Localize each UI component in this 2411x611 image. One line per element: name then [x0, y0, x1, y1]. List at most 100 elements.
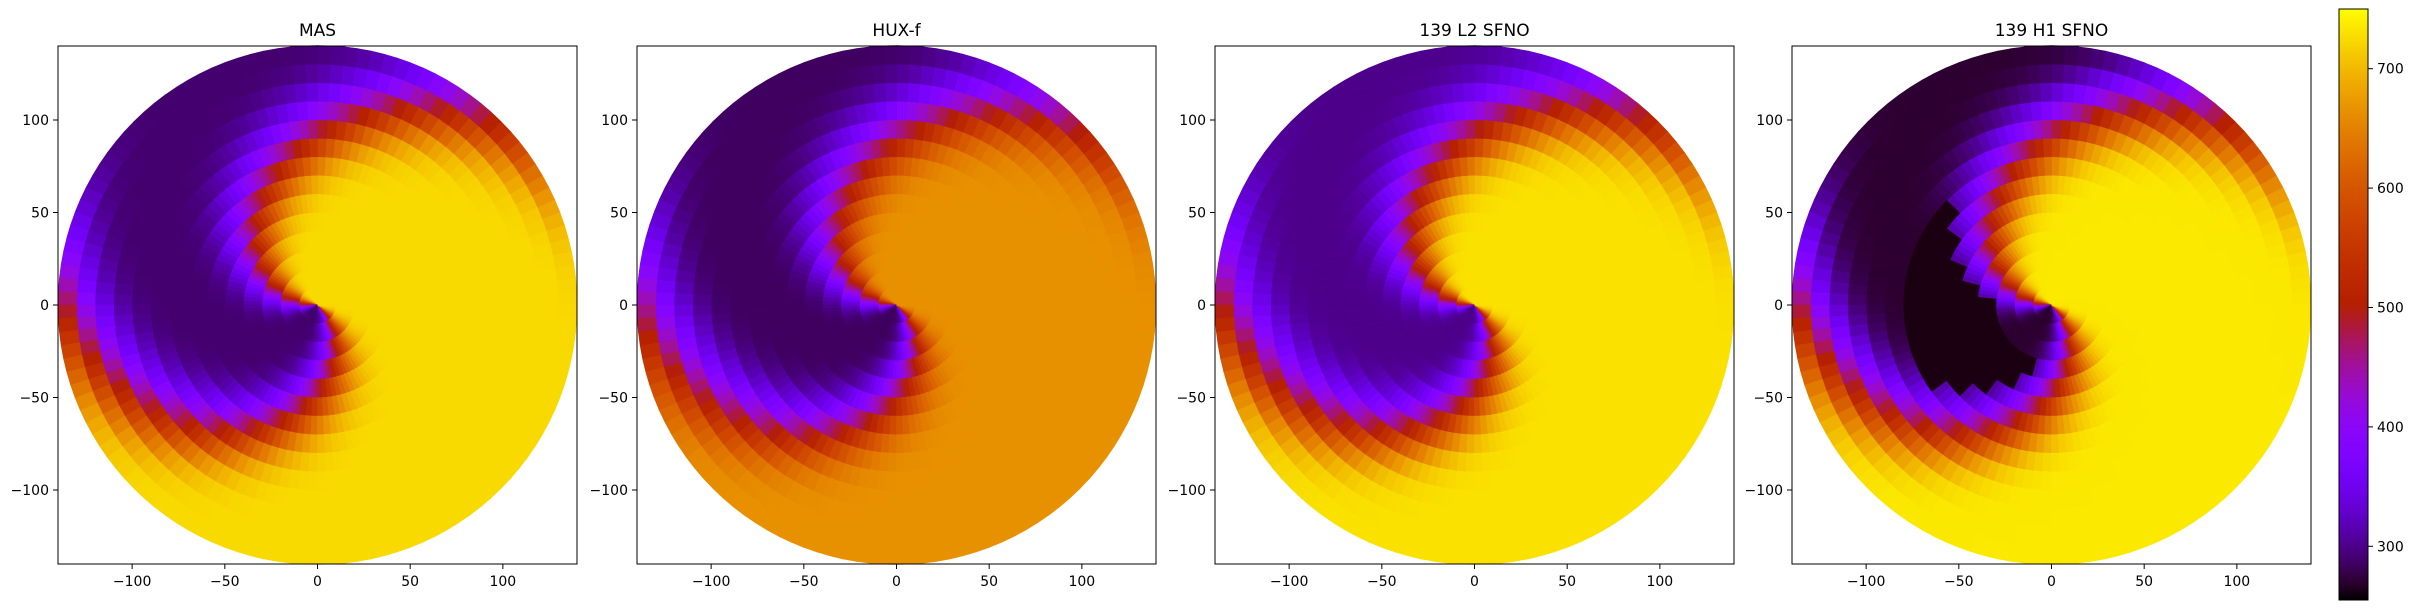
heatmap-cell — [1436, 524, 1452, 545]
heatmap-cell — [896, 526, 910, 547]
heatmap-cell — [243, 300, 263, 306]
panel-title: MAS — [299, 21, 336, 41]
heatmap-cell — [317, 82, 330, 102]
heatmap-cell — [1450, 507, 1465, 528]
heatmap-cell — [131, 294, 152, 306]
heatmap-cell — [1466, 434, 1475, 454]
heatmap-cell — [1214, 291, 1235, 306]
heatmap-cell — [892, 360, 897, 380]
heatmap-cell — [896, 45, 911, 65]
heatmap-cell — [1474, 489, 1486, 510]
heatmap-cell — [1714, 291, 1735, 306]
heatmap-cell — [1325, 296, 1346, 306]
heatmap-cell — [896, 119, 907, 139]
heatmap-cell — [1462, 508, 1475, 528]
heatmap-cell — [1497, 65, 1513, 86]
heatmap-cell — [1462, 82, 1475, 102]
heatmap-cell — [1043, 312, 1064, 323]
heatmap-cell — [279, 524, 295, 545]
heatmap-cell — [317, 452, 327, 473]
heatmap-cell — [1136, 291, 1157, 306]
heatmap-cell — [307, 119, 318, 139]
heatmap-cell — [303, 545, 318, 565]
panel-title: HUX-f — [872, 21, 921, 41]
heatmap-cell — [1135, 317, 1156, 333]
heatmap-cell — [313, 360, 318, 380]
x-tick-label: 0 — [892, 574, 901, 590]
heatmap-cell — [729, 287, 750, 298]
heatmap-cell — [328, 64, 344, 85]
heatmap-cell — [1044, 304, 1064, 315]
y-tick-label: 0 — [40, 298, 49, 314]
heatmap-cell — [1696, 292, 1716, 306]
y-tick-label: 100 — [22, 113, 49, 129]
heatmap-cell — [891, 378, 897, 398]
heatmap-cell — [766, 297, 786, 306]
heatmap-cell — [1474, 63, 1488, 84]
y-tick-label: 50 — [610, 206, 628, 222]
heatmap-cell — [890, 397, 897, 417]
heatmap-cell — [1484, 82, 1499, 103]
heatmap-cell — [1468, 397, 1475, 417]
heatmap-cell — [1025, 296, 1046, 306]
heatmap-cell — [883, 63, 897, 84]
heatmap-cell — [391, 304, 411, 311]
heatmap-cell — [113, 304, 133, 316]
heatmap-cell — [305, 508, 318, 528]
heatmap-cell — [870, 525, 886, 546]
heatmap-cell — [1134, 329, 1155, 346]
heatmap-cell — [1117, 316, 1138, 331]
heatmap-cell — [896, 230, 901, 250]
heatmap-cell — [874, 489, 888, 509]
heatmap-cell — [1234, 266, 1256, 283]
heatmap-disk — [1214, 45, 1735, 565]
heatmap-cell — [536, 327, 558, 344]
heatmap-cell — [883, 526, 897, 547]
heatmap-cell — [501, 314, 522, 327]
heatmap-cell — [317, 212, 323, 232]
heatmap-cell — [113, 294, 133, 306]
heatmap-cell — [317, 63, 331, 84]
heatmap-cell — [306, 489, 318, 510]
heatmap-cell — [674, 281, 695, 295]
heatmap-cell — [896, 63, 910, 84]
heatmap-cell — [882, 545, 897, 565]
heatmap-cell — [919, 65, 935, 86]
heatmap-cell — [878, 452, 890, 472]
heatmap-cell — [1474, 137, 1484, 158]
heatmap-cell — [340, 65, 356, 86]
heatmap-cell — [57, 291, 78, 306]
y-tick-label: 50 — [31, 206, 49, 222]
heatmap-cell — [1499, 46, 1516, 68]
heatmap-cell — [290, 45, 306, 66]
heatmap-cell — [295, 489, 309, 509]
heatmap-cell — [1270, 294, 1290, 306]
heatmap-cell — [150, 287, 171, 298]
heatmap-cell — [317, 230, 322, 250]
heatmap-cell — [896, 452, 906, 473]
heatmap-cell — [1118, 304, 1138, 318]
heatmap-cell — [1467, 415, 1475, 436]
heatmap-cell — [464, 312, 485, 323]
heatmap-cell — [58, 277, 79, 293]
heatmap-cell — [1463, 489, 1475, 510]
heatmap-cell — [539, 304, 559, 318]
heatmap-cell — [94, 304, 115, 317]
heatmap-cell — [1465, 137, 1475, 158]
heatmap-cell — [1233, 292, 1253, 306]
heatmap-cell — [1447, 544, 1463, 565]
y-tick-label: −50 — [598, 391, 628, 407]
heatmap-cell — [1433, 542, 1450, 564]
heatmap-cell — [317, 119, 328, 139]
heatmap-cell — [1483, 101, 1497, 121]
heatmap-cell — [710, 294, 731, 306]
heatmap-cell — [1474, 156, 1483, 176]
heatmap-cell — [888, 156, 897, 176]
heatmap-cell — [747, 304, 768, 314]
heatmap-cell — [1251, 304, 1272, 317]
heatmap-cell — [1640, 294, 1661, 306]
heatmap-cell — [168, 304, 189, 314]
heatmap-cell — [903, 138, 915, 158]
